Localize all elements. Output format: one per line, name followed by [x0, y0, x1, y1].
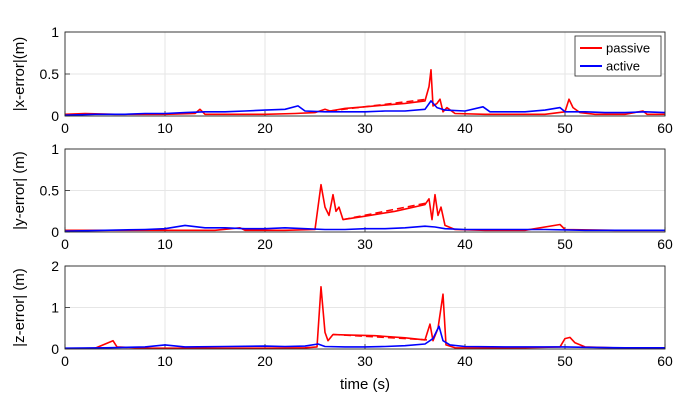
legend-active-label: active: [606, 59, 640, 74]
x-tick-label: 30: [357, 236, 373, 252]
axes-frame: [64, 148, 666, 233]
x-tick-label: 60: [657, 236, 673, 252]
y-axis-title: |x-error|(m): [11, 37, 28, 111]
x-tick-label: 40: [457, 353, 473, 369]
y-tick-label: 2: [51, 258, 59, 274]
y-axis-title: |z-error| (m): [11, 268, 28, 347]
y-tick-label: 0: [51, 108, 59, 124]
y-tick-label: 1: [51, 300, 59, 316]
x-tick-label: 20: [257, 236, 273, 252]
axes-frame: [64, 265, 666, 350]
x-tick-label: 0: [61, 353, 69, 369]
active-series-line: [64, 224, 665, 232]
y-error-panel: 0 10 20 30 40 50 60 0 0.5 1 |y-error| (m): [11, 141, 673, 252]
x-tick-label: 0: [61, 120, 69, 136]
x-tick-label: 50: [557, 236, 573, 252]
x-tick-label: 60: [657, 353, 673, 369]
legend: passive active: [574, 35, 662, 77]
y-tick-label: 1: [51, 141, 59, 157]
x-error-panel: 0 10 20 30 40 50 60 0 0.5 1 |x-error|(m): [11, 24, 673, 136]
x-tick-label: 60: [657, 120, 673, 136]
x-tick-label: 40: [457, 236, 473, 252]
x-tick-label: 20: [257, 353, 273, 369]
x-tick-label: 10: [157, 353, 173, 369]
axes-frame: [64, 31, 666, 117]
x-tick-label: 10: [157, 236, 173, 252]
x-tick-label: 40: [457, 120, 473, 136]
y-tick-label: 0.5: [40, 66, 60, 82]
legend-passive-label: passive: [606, 41, 650, 56]
passive-series-line: [64, 69, 665, 116]
active-series-line: [64, 100, 666, 116]
x-tick-label: 50: [557, 120, 573, 136]
x-tick-label: 30: [357, 120, 373, 136]
y-tick-label: 0: [51, 341, 59, 357]
z-error-panel: 0 10 20 30 40 50 60 0 1 2 |z-error| (m): [11, 258, 673, 369]
x-tick-label: 0: [61, 236, 69, 252]
x-tick-label: 10: [157, 120, 173, 136]
y-axis-title: |y-error| (m): [11, 151, 28, 230]
x-tick-label: 30: [357, 353, 373, 369]
legend-box: [574, 35, 662, 77]
y-tick-label: 0: [51, 224, 59, 240]
y-tick-label: 1: [51, 24, 59, 40]
x-tick-label: 20: [257, 120, 273, 136]
y-tick-label: 0.5: [40, 183, 60, 199]
passive-series-line: [64, 285, 665, 350]
x-tick-label: 50: [557, 353, 573, 369]
active-series-line: [64, 325, 665, 349]
x-axis-title: time (s): [340, 376, 390, 393]
